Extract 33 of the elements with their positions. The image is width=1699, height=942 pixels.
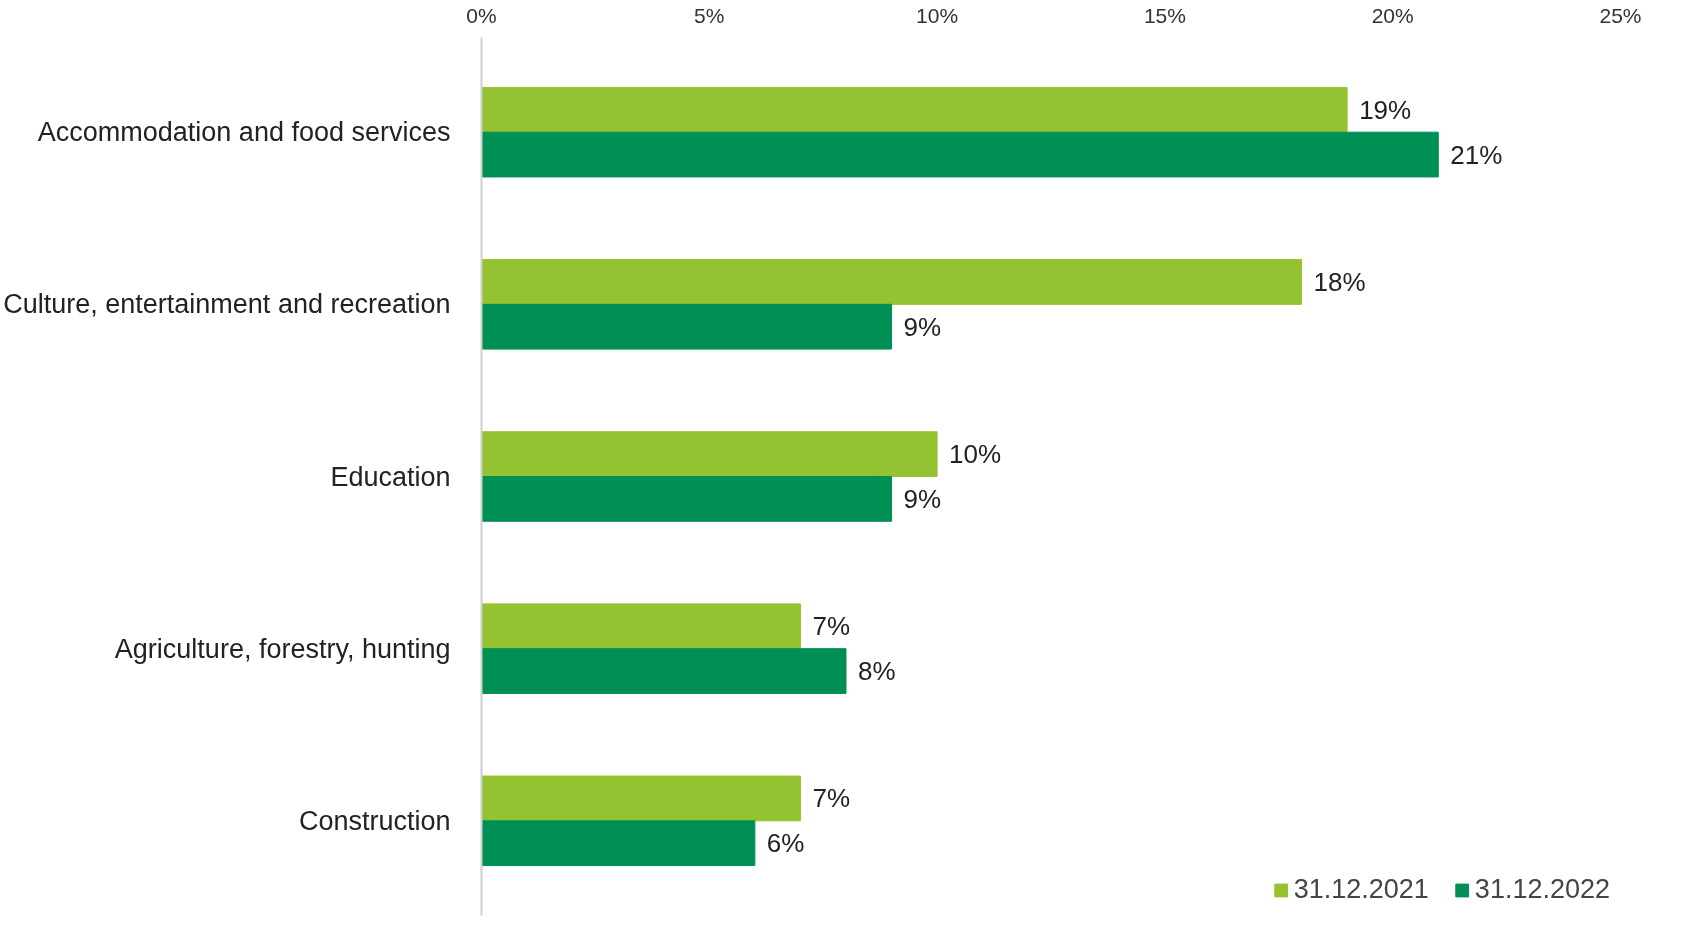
y-tick-label: Agriculture, forestry, hunting	[114, 633, 451, 664]
bar	[481, 259, 1303, 305]
data-label: 19%	[1359, 94, 1412, 125]
bar	[481, 431, 938, 477]
legend-label: 31.12.2021	[1293, 874, 1429, 905]
bar	[481, 603, 801, 650]
data-label: 10%	[949, 439, 1002, 470]
data-label: 9%	[903, 311, 942, 342]
bar	[481, 820, 756, 867]
bar	[481, 131, 1439, 178]
x-tick-label: 15%	[1143, 3, 1186, 27]
x-tick-label: 10%	[916, 3, 959, 27]
x-tick-label: 5%	[694, 3, 725, 27]
data-label: 9%	[903, 483, 942, 514]
data-label: 7%	[812, 611, 850, 642]
y-tick-label: Construction	[298, 805, 451, 836]
data-label: 6%	[766, 828, 805, 859]
legend-label: 31.12.2022	[1474, 874, 1610, 905]
data-label: 18%	[1313, 266, 1366, 297]
x-tick-label: 25%	[1599, 3, 1642, 27]
data-label: 8%	[857, 656, 896, 687]
bar	[481, 303, 893, 350]
bar	[481, 775, 801, 822]
y-tick-label: Culture, entertainment and recreation	[3, 289, 451, 320]
x-tick-label: 0%	[466, 3, 497, 27]
bar	[481, 476, 893, 522]
bar	[481, 648, 847, 694]
y-tick-label: Education	[330, 461, 451, 492]
y-tick-label: Accommodation and food services	[37, 117, 451, 148]
x-tick-label: 20%	[1371, 3, 1414, 27]
bar	[481, 86, 1348, 133]
data-label: 21%	[1450, 139, 1503, 170]
data-label: 7%	[812, 783, 850, 814]
